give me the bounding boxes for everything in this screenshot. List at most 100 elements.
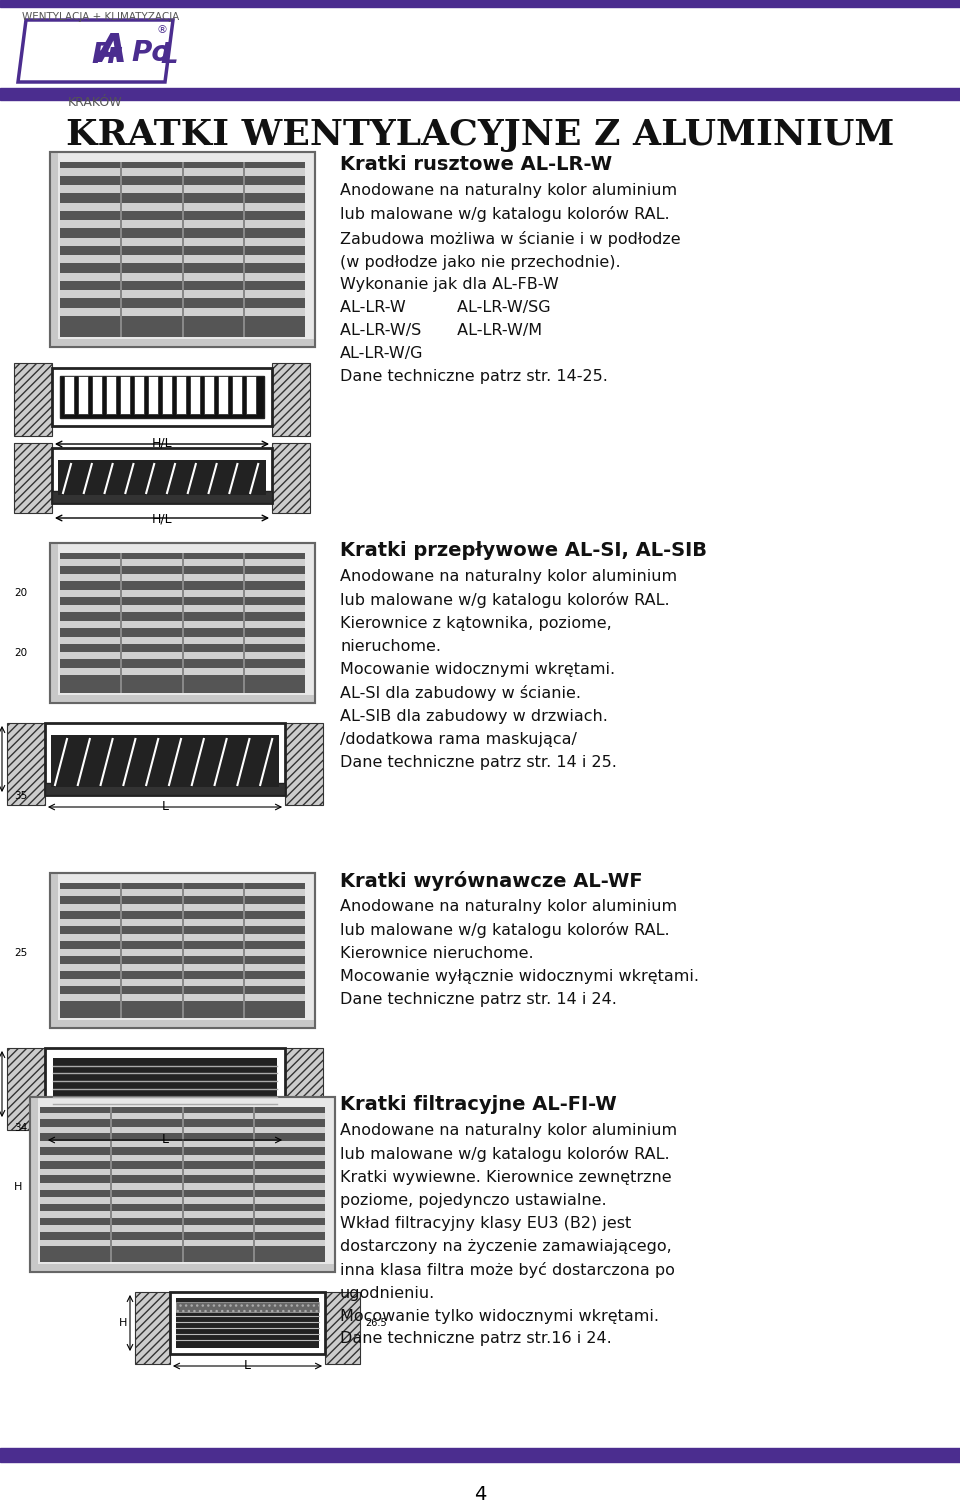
Bar	[64, 376, 74, 415]
Bar	[60, 620, 305, 628]
Bar	[40, 1226, 325, 1232]
Bar	[246, 376, 256, 415]
Bar	[92, 376, 102, 415]
Text: L: L	[161, 801, 169, 813]
Text: Anodowane na naturalny kolor aluminium
lub malowane w/g katalogu kolorów RAL.
Ki: Anodowane na naturalny kolor aluminium l…	[340, 900, 699, 1006]
Bar	[60, 668, 305, 674]
Bar	[243, 162, 245, 336]
Bar	[181, 883, 183, 1018]
Bar	[135, 1292, 170, 1364]
Bar	[40, 1155, 325, 1161]
Bar	[232, 376, 242, 415]
Text: 35: 35	[14, 792, 27, 801]
Text: Kratki rusztowe AL-LR-W: Kratki rusztowe AL-LR-W	[340, 155, 612, 174]
Bar	[325, 1292, 360, 1364]
Bar	[60, 919, 305, 925]
Bar	[51, 734, 279, 787]
Text: Kratki wyrównawcze AL-WF: Kratki wyrównawcze AL-WF	[340, 871, 642, 891]
Text: WENTYLACJA + KLIMATYZACJA: WENTYLACJA + KLIMATYZACJA	[22, 12, 180, 23]
Text: L: L	[244, 1359, 251, 1371]
Bar	[60, 883, 305, 1018]
Bar	[60, 553, 305, 692]
Bar	[252, 1107, 254, 1262]
Bar	[7, 722, 45, 805]
Bar	[60, 162, 305, 336]
Bar	[176, 376, 186, 415]
Bar	[50, 152, 315, 347]
Bar	[0, 0, 960, 8]
Text: 20: 20	[14, 647, 27, 658]
Text: Anodowane na naturalny kolor aluminium
lub malowane w/g katalogu kolorów RAL.
Kr: Anodowane na naturalny kolor aluminium l…	[340, 1123, 677, 1346]
Bar	[181, 553, 183, 692]
Bar	[285, 1048, 323, 1130]
Bar	[181, 162, 183, 336]
Bar	[30, 1096, 335, 1272]
Bar	[50, 695, 315, 703]
Bar	[162, 376, 172, 415]
Bar	[40, 1239, 325, 1245]
Bar	[60, 605, 305, 613]
Text: 26.5: 26.5	[365, 1317, 387, 1328]
Bar	[134, 376, 144, 415]
Bar	[60, 979, 305, 985]
Bar	[30, 1096, 38, 1272]
Bar	[60, 590, 305, 596]
Bar	[60, 652, 305, 659]
Bar	[60, 376, 264, 418]
Bar	[60, 308, 305, 315]
Bar	[45, 783, 285, 795]
Bar	[52, 368, 272, 427]
Bar	[285, 722, 323, 805]
Bar	[204, 376, 214, 415]
Text: KRAKÓW: KRAKÓW	[68, 96, 123, 110]
Text: A: A	[96, 32, 127, 71]
Text: Anodowane na naturalny kolor aluminium
lub malowane w/g katalogu kolorów RAL.
Za: Anodowane na naturalny kolor aluminium l…	[340, 183, 681, 383]
Bar	[50, 544, 58, 703]
Bar	[40, 1184, 325, 1190]
Text: H/L: H/L	[152, 512, 172, 526]
Bar	[120, 883, 122, 1018]
Bar	[120, 162, 122, 336]
Bar	[50, 873, 315, 1027]
Bar	[7, 1048, 45, 1130]
Bar	[40, 1211, 325, 1218]
Bar	[60, 290, 305, 299]
Bar	[40, 1113, 325, 1119]
Text: Fr: Fr	[91, 41, 121, 69]
Bar	[60, 889, 305, 895]
Bar	[39, 1113, 291, 1123]
Bar	[60, 203, 305, 210]
Bar	[40, 1107, 325, 1262]
Text: Po: Po	[132, 39, 171, 68]
Bar	[243, 883, 245, 1018]
Bar	[45, 1048, 285, 1120]
Bar	[50, 873, 58, 1027]
Bar	[120, 376, 130, 415]
Bar	[14, 363, 52, 436]
Text: L: L	[161, 1133, 169, 1146]
Bar	[190, 376, 200, 415]
Text: 25: 25	[14, 948, 27, 958]
Bar	[40, 1142, 325, 1148]
Text: Kratki filtracyjne AL-FI-W: Kratki filtracyjne AL-FI-W	[340, 1095, 616, 1114]
Bar	[176, 1298, 319, 1347]
Bar	[176, 1302, 319, 1313]
Bar	[52, 448, 272, 503]
Bar	[272, 363, 310, 436]
Bar	[0, 1448, 960, 1461]
Bar	[60, 964, 305, 970]
Bar	[58, 460, 266, 496]
Bar	[272, 443, 310, 514]
Bar	[53, 1057, 277, 1111]
Bar	[78, 376, 88, 415]
Bar	[60, 237, 305, 246]
Bar	[60, 949, 305, 955]
Text: H/L: H/L	[152, 437, 172, 451]
Bar	[106, 376, 116, 415]
Bar	[60, 273, 305, 281]
Text: L: L	[160, 41, 179, 69]
Bar	[30, 1265, 335, 1272]
Text: H: H	[119, 1317, 127, 1328]
Bar	[60, 255, 305, 263]
Bar	[50, 1020, 315, 1027]
